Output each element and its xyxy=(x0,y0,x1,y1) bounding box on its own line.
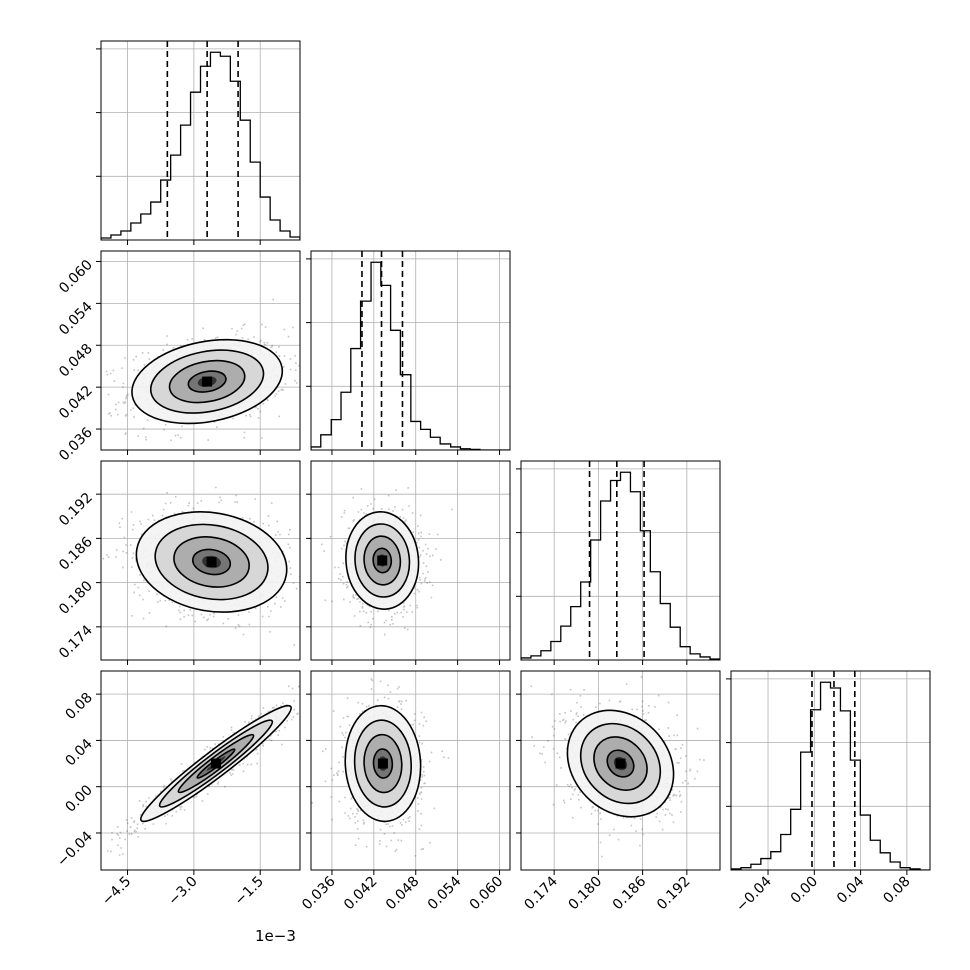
y-tick-label: 0.192 xyxy=(56,490,96,530)
contour-line xyxy=(135,511,288,613)
axes-frame xyxy=(100,670,301,871)
y-tick-label: 0.048 xyxy=(56,341,96,381)
pair-panel-1-2 xyxy=(306,460,511,665)
contour-line xyxy=(593,736,648,791)
axes-frame xyxy=(520,460,721,661)
x-tick-label: 0.036 xyxy=(299,873,339,913)
contour-line xyxy=(372,748,394,779)
y-tick-label: −0.04 xyxy=(54,828,96,870)
contour-line xyxy=(158,719,274,808)
y-tick-label: 0.036 xyxy=(56,425,96,465)
pair-panel-0-3: −0.04 0.00 0.04 0.08 −4.5 −3.0 −1.5 xyxy=(54,670,301,909)
contour-line xyxy=(131,338,284,425)
y-tick-label: 0.180 xyxy=(56,578,96,618)
hist-panel-1 xyxy=(306,250,511,455)
axes-frame xyxy=(100,250,301,451)
x-offset-label: 1e−3 xyxy=(255,927,296,945)
histogram-step xyxy=(521,471,720,660)
contour-line xyxy=(345,511,420,610)
axes-frame xyxy=(310,670,511,871)
contour-line xyxy=(191,548,232,576)
axes-frame xyxy=(730,670,931,871)
y-tick-label: 0.00 xyxy=(62,782,95,815)
x-tick-label: 0.174 xyxy=(521,873,561,913)
contour-line xyxy=(149,349,265,414)
y-tick-label: 0.186 xyxy=(56,534,96,574)
axes-frame xyxy=(520,670,721,871)
contour-line xyxy=(566,709,675,818)
contour-line xyxy=(372,547,393,574)
hist-panel-2 xyxy=(516,460,721,665)
x-tick-label: 0.180 xyxy=(566,874,606,914)
hist-panel-3: −0.04 0.00 0.04 0.08 xyxy=(726,670,931,915)
contour-line xyxy=(363,733,403,794)
y-tick-label: 0.174 xyxy=(56,622,96,662)
contour-line xyxy=(187,370,227,393)
x-tick-label: 0.04 xyxy=(834,873,867,906)
density-peak xyxy=(206,556,217,567)
x-tick-label: 0.054 xyxy=(425,873,465,913)
contour-line xyxy=(173,536,250,588)
x-tick-label: 0.08 xyxy=(880,874,913,907)
density-peak xyxy=(615,758,626,769)
histogram-step xyxy=(311,261,510,450)
y-tick-label: 0.054 xyxy=(56,299,96,339)
y-tick-label: 0.04 xyxy=(62,736,95,769)
contour-line xyxy=(606,749,635,778)
x-tick-label: 0.192 xyxy=(654,874,694,914)
x-tick-label: 0.186 xyxy=(610,873,650,913)
x-tick-label: −1.5 xyxy=(232,874,267,909)
density-peak xyxy=(210,758,221,769)
contour-line xyxy=(139,704,292,823)
x-tick-label: 0.042 xyxy=(341,874,381,914)
y-tick-label: 0.042 xyxy=(56,383,96,423)
pair-panel-1-3: 0.036 0.042 0.048 0.054 0.060 xyxy=(299,670,511,914)
contour-line xyxy=(154,523,269,601)
axes-frame xyxy=(310,250,511,451)
histogram-step xyxy=(731,681,930,870)
pair-panel-2-3: 0.174 0.180 0.186 0.192 xyxy=(516,670,721,914)
contour-line xyxy=(353,719,412,808)
x-tick-label: 0.060 xyxy=(467,874,507,914)
axes-frame xyxy=(100,460,301,661)
x-tick-label: 0.00 xyxy=(788,874,821,907)
density-peak xyxy=(377,758,388,769)
x-tick-label: −4.5 xyxy=(99,874,134,909)
y-tick-label: 0.08 xyxy=(62,690,95,723)
contour-line xyxy=(344,704,422,823)
hist-panel-0 xyxy=(96,40,301,245)
y-tick-label: 0.060 xyxy=(56,257,96,297)
axes-frame xyxy=(310,460,511,661)
x-tick-label: 0.048 xyxy=(383,874,423,914)
density-peak xyxy=(377,555,388,566)
contour-line xyxy=(579,722,662,805)
axes-frame xyxy=(100,40,301,241)
density-peak xyxy=(202,376,213,387)
x-tick-label: −3.0 xyxy=(165,874,200,909)
x-tick-label: −0.04 xyxy=(733,873,775,915)
contour-line xyxy=(177,733,255,794)
contour-line xyxy=(168,359,246,404)
histogram-step xyxy=(101,51,300,240)
contour-line xyxy=(363,535,402,586)
contour-line xyxy=(354,523,411,598)
